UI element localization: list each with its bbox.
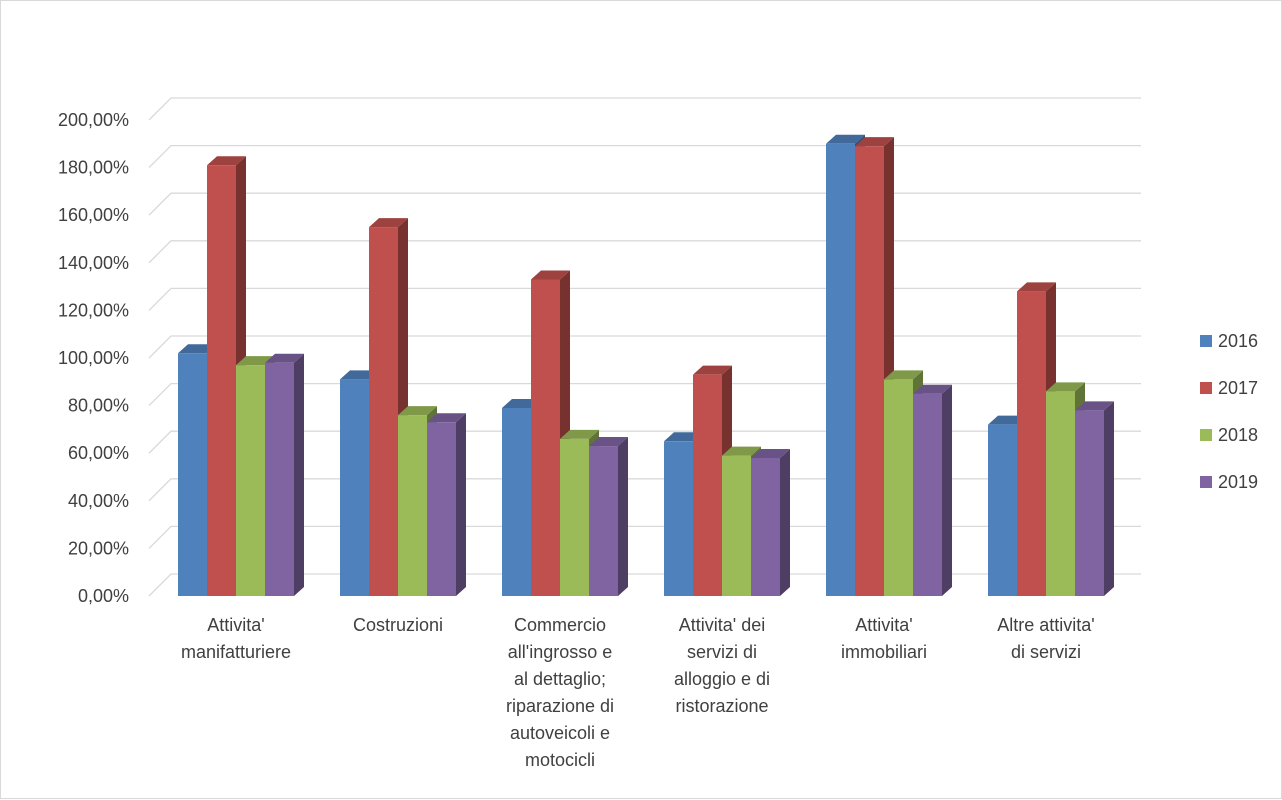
y-tick-label: 180,00% [58,158,129,178]
legend-label: 2019 [1218,472,1258,492]
gridline [148,97,1141,121]
y-axis: 0,00% 20,00% 40,00% 60,00% 80,00% 100,00% 120,… [58,110,129,606]
gridline [148,382,1141,407]
gridline [148,573,1141,597]
bar-2019 [265,353,304,596]
y-tick-label: 80,00% [68,396,129,416]
bar-2019 [589,437,628,596]
legend-item: 2017 [1200,378,1258,398]
legend-swatch [1200,476,1212,488]
y-tick-label: 60,00% [68,443,129,463]
y-tick-label: 200,00% [58,110,129,130]
legend-swatch [1200,429,1212,441]
x-category-label: Commercio all'ingrosso e al dettaglio; ripa… [506,615,614,770]
legend-label: 2016 [1218,331,1258,351]
y-tick-label: 140,00% [58,253,129,273]
gridline [148,287,1141,311]
y-tick-label: 100,00% [58,348,129,368]
x-category-label: Attivita' dei servizi di alloggio e di rist… [674,615,770,716]
legend-swatch [1200,335,1212,347]
bar-2019 [751,448,790,596]
x-category-label: Altre attivita' di servizi [997,615,1094,662]
y-tick-label: 0,00% [78,586,129,606]
y-tick-label: 20,00% [68,538,129,558]
y-tick-label: 40,00% [68,491,129,511]
x-axis-categories: Attivita' manifatturiere Costruzioni Commer… [181,615,1095,770]
legend-label: 2018 [1218,425,1258,445]
y-tick-label: 160,00% [58,205,129,225]
legend-label: 2017 [1218,378,1258,398]
gridlines [148,97,1141,597]
legend: 2016 2017 2018 2019 [1200,331,1258,492]
y-tick-label: 120,00% [58,300,129,320]
gridline [148,335,1141,359]
legend-item: 2018 [1200,425,1258,445]
legend-swatch [1200,382,1212,394]
x-category-label: Attivita' manifatturiere [181,615,291,662]
gridline [148,430,1141,454]
bar-2017 [531,270,570,596]
gridline [148,240,1141,264]
x-category-label: Costruzioni [353,615,443,635]
gridline [148,525,1141,549]
bars [178,134,1114,597]
legend-item: 2016 [1200,331,1258,351]
legend-item: 2019 [1200,472,1258,492]
x-category-label: Attivita' immobiliari [841,615,927,662]
bar-2019 [1075,401,1114,596]
gridline [148,478,1141,502]
bar-2019 [427,413,466,596]
bar-2019 [913,384,952,596]
gridline [148,144,1141,169]
gridline [148,192,1141,216]
bar-2017 [369,218,408,596]
